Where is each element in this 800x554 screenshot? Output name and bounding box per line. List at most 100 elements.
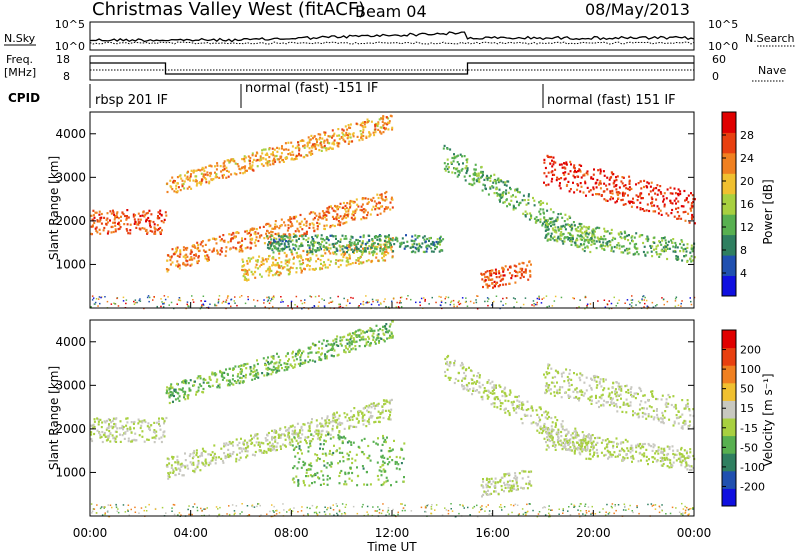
data-cell (662, 298, 665, 300)
data-cell (385, 476, 388, 479)
data-cell (681, 300, 683, 302)
data-cell (284, 247, 287, 250)
nave-label: Nave (758, 64, 786, 77)
data-cell (344, 480, 347, 483)
data-cell (527, 278, 530, 281)
data-cell (185, 248, 188, 251)
data-cell (242, 166, 245, 169)
data-cell (512, 208, 515, 211)
data-cell (414, 238, 417, 241)
data-cell (276, 442, 279, 445)
data-cell (109, 210, 112, 213)
data-cell (160, 213, 163, 216)
data-cell (273, 431, 276, 434)
data-cell (211, 459, 214, 462)
data-cell (275, 248, 278, 251)
data-cell (190, 463, 193, 466)
data-cell (274, 223, 277, 226)
data-cell (255, 375, 258, 378)
data-cell (425, 250, 428, 253)
data-cell (641, 208, 644, 211)
data-cell (252, 169, 255, 172)
data-cell (371, 298, 374, 301)
data-cell (332, 251, 335, 254)
data-cell (222, 371, 225, 375)
data-cell (641, 234, 644, 237)
data-cell (314, 472, 317, 476)
data-cell (629, 303, 631, 306)
data-cell (348, 350, 351, 353)
data-cell (309, 258, 312, 261)
data-cell (179, 469, 182, 472)
data-cell (343, 335, 346, 338)
power-ylabel: Slant Range [km] (47, 156, 61, 260)
data-cell (564, 162, 567, 165)
data-cell (193, 449, 196, 453)
data-cell (113, 422, 116, 426)
data-cell (270, 355, 273, 358)
data-cell (91, 295, 94, 297)
data-cell (576, 175, 579, 178)
data-cell (286, 245, 289, 249)
data-cell (355, 208, 358, 211)
data-cell (309, 422, 312, 425)
data-cell (391, 255, 394, 258)
data-cell (252, 374, 255, 377)
data-cell (162, 434, 165, 437)
data-cell (378, 469, 381, 472)
data-cell (265, 367, 268, 370)
data-cell (347, 260, 350, 264)
data-cell (579, 182, 582, 185)
data-cell (366, 456, 369, 460)
data-cell (489, 176, 492, 180)
data-cell (287, 219, 290, 222)
data-cell (289, 270, 291, 273)
data-cell (268, 225, 271, 228)
data-cell (495, 282, 497, 286)
data-cell (308, 427, 311, 430)
data-cell (595, 186, 598, 189)
data-cell (401, 237, 404, 240)
data-cell (302, 237, 305, 241)
data-cell (366, 247, 369, 250)
data-cell (317, 434, 320, 437)
data-cell (274, 429, 277, 433)
data-cell (270, 238, 273, 241)
data-cell (138, 434, 141, 437)
data-cell (362, 128, 365, 131)
data-cell (551, 177, 554, 180)
data-cell (247, 273, 249, 276)
data-cell (114, 303, 116, 305)
data-cell (272, 241, 275, 244)
data-cell (183, 263, 186, 266)
data-cell (349, 466, 352, 469)
data-cell (312, 238, 314, 241)
data-cell (256, 371, 259, 374)
data-cell (271, 147, 274, 150)
data-cell (346, 244, 348, 247)
data-cell (360, 243, 363, 246)
data-cell (181, 464, 184, 467)
data-cell (513, 264, 516, 267)
data-cell (331, 207, 334, 210)
data-cell (273, 158, 276, 162)
data-cell (94, 303, 96, 305)
data-cell (287, 430, 290, 433)
data-cell (304, 361, 307, 364)
data-cell (378, 341, 380, 344)
data-cell (331, 300, 334, 303)
data-cell (363, 121, 366, 124)
data-cell (284, 262, 287, 265)
data-cell (307, 136, 310, 139)
data-cell (425, 246, 428, 249)
data-cell (619, 231, 622, 234)
data-cell (453, 153, 455, 156)
data-cell (267, 243, 270, 246)
data-cell (105, 222, 108, 225)
data-cell (594, 227, 597, 230)
data-cell (175, 251, 178, 254)
data-cell (319, 447, 321, 450)
data-cell (241, 249, 244, 253)
data-cell (214, 304, 216, 307)
data-cell (348, 477, 351, 480)
